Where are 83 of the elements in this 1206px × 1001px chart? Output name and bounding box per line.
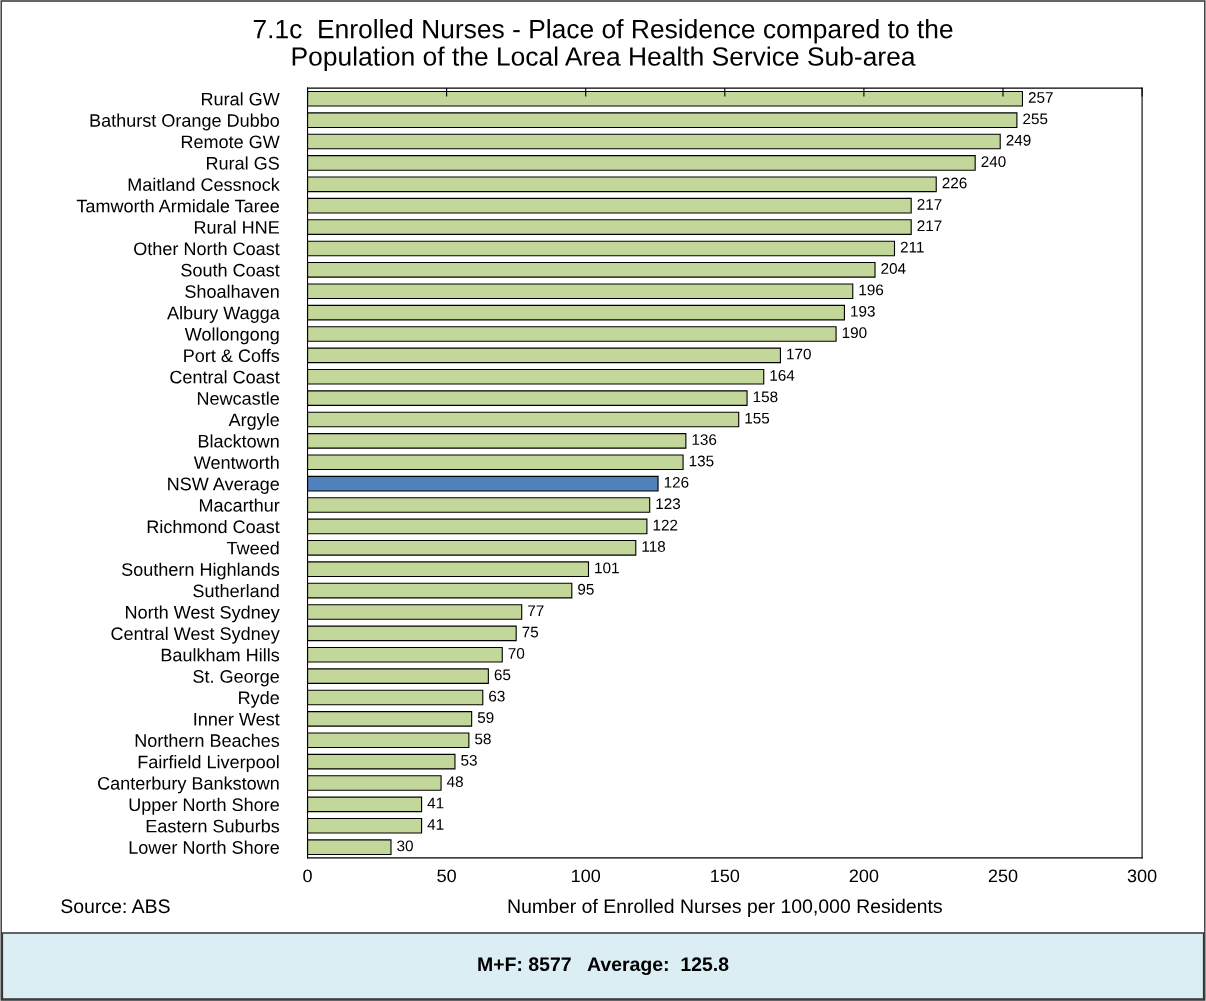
- data-label: 122: [653, 519, 678, 531]
- data-label: 95: [578, 583, 594, 595]
- data-label: 63: [489, 690, 505, 702]
- y-tick-label: Other North Coast: [134, 241, 280, 256]
- data-label: 48: [446, 776, 463, 788]
- data-label: 59: [477, 712, 494, 723]
- data-label: 217: [917, 198, 942, 210]
- data-label: 204: [881, 263, 906, 274]
- data-label: 123: [656, 498, 681, 510]
- y-tick-label: Macarthur: [199, 498, 280, 512]
- y-tick-label: Argyle: [228, 412, 279, 430]
- data-label: 135: [689, 455, 714, 467]
- y-tick-label: Rural GS: [206, 156, 279, 170]
- y-tick-label: Central West Sydney: [111, 626, 280, 644]
- y-tick-label: Newcastle: [197, 391, 279, 405]
- y-tick-label: Upper North Shore: [129, 797, 279, 815]
- y-tick-label: Tamworth Armidale Taree: [76, 199, 279, 213]
- data-label: 30: [397, 840, 413, 852]
- data-label: 77: [528, 605, 544, 616]
- y-tick-label: Albury Wagga: [167, 306, 280, 323]
- x-tick-label: 100: [572, 869, 601, 883]
- y-tick-label: Inner West: [194, 712, 280, 726]
- x-tick-label: 50: [437, 869, 456, 883]
- y-tick-label: Baulkham Hills: [161, 648, 280, 662]
- data-label: 217: [917, 220, 942, 232]
- data-label: 240: [981, 156, 1006, 168]
- text: M+F: 8577 Average: 125.8: [478, 957, 729, 976]
- data-label: 196: [859, 284, 884, 296]
- data-label: 136: [692, 434, 717, 445]
- data-label: 65: [494, 669, 511, 681]
- data-label: 249: [1006, 134, 1031, 146]
- data-label: 164: [770, 370, 795, 381]
- y-tick-label: Port & Coffs: [184, 348, 280, 363]
- data-label: 190: [842, 327, 867, 339]
- y-tick-label: Fairfield Liverpool: [138, 755, 279, 772]
- y-tick-label: Canterbury Bankstown: [98, 776, 279, 794]
- x-tick-label: 150: [711, 869, 740, 883]
- data-label: 226: [942, 177, 967, 189]
- y-tick-label: Lower North Shore: [129, 840, 279, 854]
- y-tick-label: Eastern Suburbs: [146, 819, 280, 833]
- y-tick-label: Remote GW: [181, 135, 280, 149]
- y-tick-label: NSW Average: [168, 477, 279, 494]
- data-label: 211: [900, 241, 924, 253]
- data-label: 101: [595, 562, 619, 574]
- y-tick-label: Rural HNE: [194, 220, 279, 234]
- y-tick-label: Central Coast: [170, 370, 280, 384]
- x-axis-title: Number of Enrolled Nurses per 100,000 Residents: [508, 898, 942, 917]
- y-tick-label: Rural GW: [201, 92, 280, 106]
- data-label: 75: [522, 626, 539, 638]
- y-tick-label: North West Sydney: [126, 605, 280, 623]
- data-label: 257: [1028, 92, 1053, 103]
- y-tick-label: Southern Highlands: [121, 562, 280, 580]
- x-tick-label: 250: [988, 869, 1018, 883]
- y-tick-label: Maitland Cessnock: [128, 177, 280, 192]
- data-label: 126: [664, 476, 689, 488]
- x-tick-label: 0: [303, 869, 312, 883]
- data-label: 255: [1023, 113, 1048, 125]
- y-tick-label: Northern Beaches: [135, 733, 280, 747]
- y-tick-label: Blacktown: [198, 434, 279, 448]
- data-label: 58: [475, 733, 491, 745]
- source-note: Source: ABS: [61, 899, 170, 914]
- data-label: 41: [427, 819, 444, 830]
- x-tick-label: 300: [1127, 869, 1157, 883]
- y-tick-label: Shoalhaven: [185, 284, 279, 298]
- data-label: 193: [851, 305, 875, 317]
- x-tick-label: 200: [849, 869, 879, 883]
- data-label: 170: [787, 348, 811, 360]
- data-label: 155: [745, 412, 770, 424]
- y-tick-label: Richmond Coast: [147, 519, 280, 534]
- data-label: 158: [753, 391, 778, 403]
- chart-title: 7.1c Enrolled Nurses - Place of Residence compared to the Population of the Local Area Health Service Sub-area: [253, 19, 953, 72]
- y-tick-label: Bathurst Orange Dubbo: [90, 113, 280, 131]
- y-tick-label: Tweed: [226, 541, 279, 555]
- y-tick-label: Wentworth: [193, 455, 279, 469]
- y-tick-label: Wollongong: [184, 327, 279, 345]
- data-label: 41: [427, 797, 444, 809]
- y-tick-label: Sutherland: [193, 584, 279, 598]
- y-tick-label: Ryde: [239, 690, 279, 708]
- y-tick-label: St. George: [193, 670, 279, 687]
- data-label: 118: [642, 541, 666, 552]
- data-label: 70: [508, 648, 525, 659]
- data-label: 53: [461, 754, 477, 766]
- y-tick-label: South Coast: [181, 263, 280, 277]
